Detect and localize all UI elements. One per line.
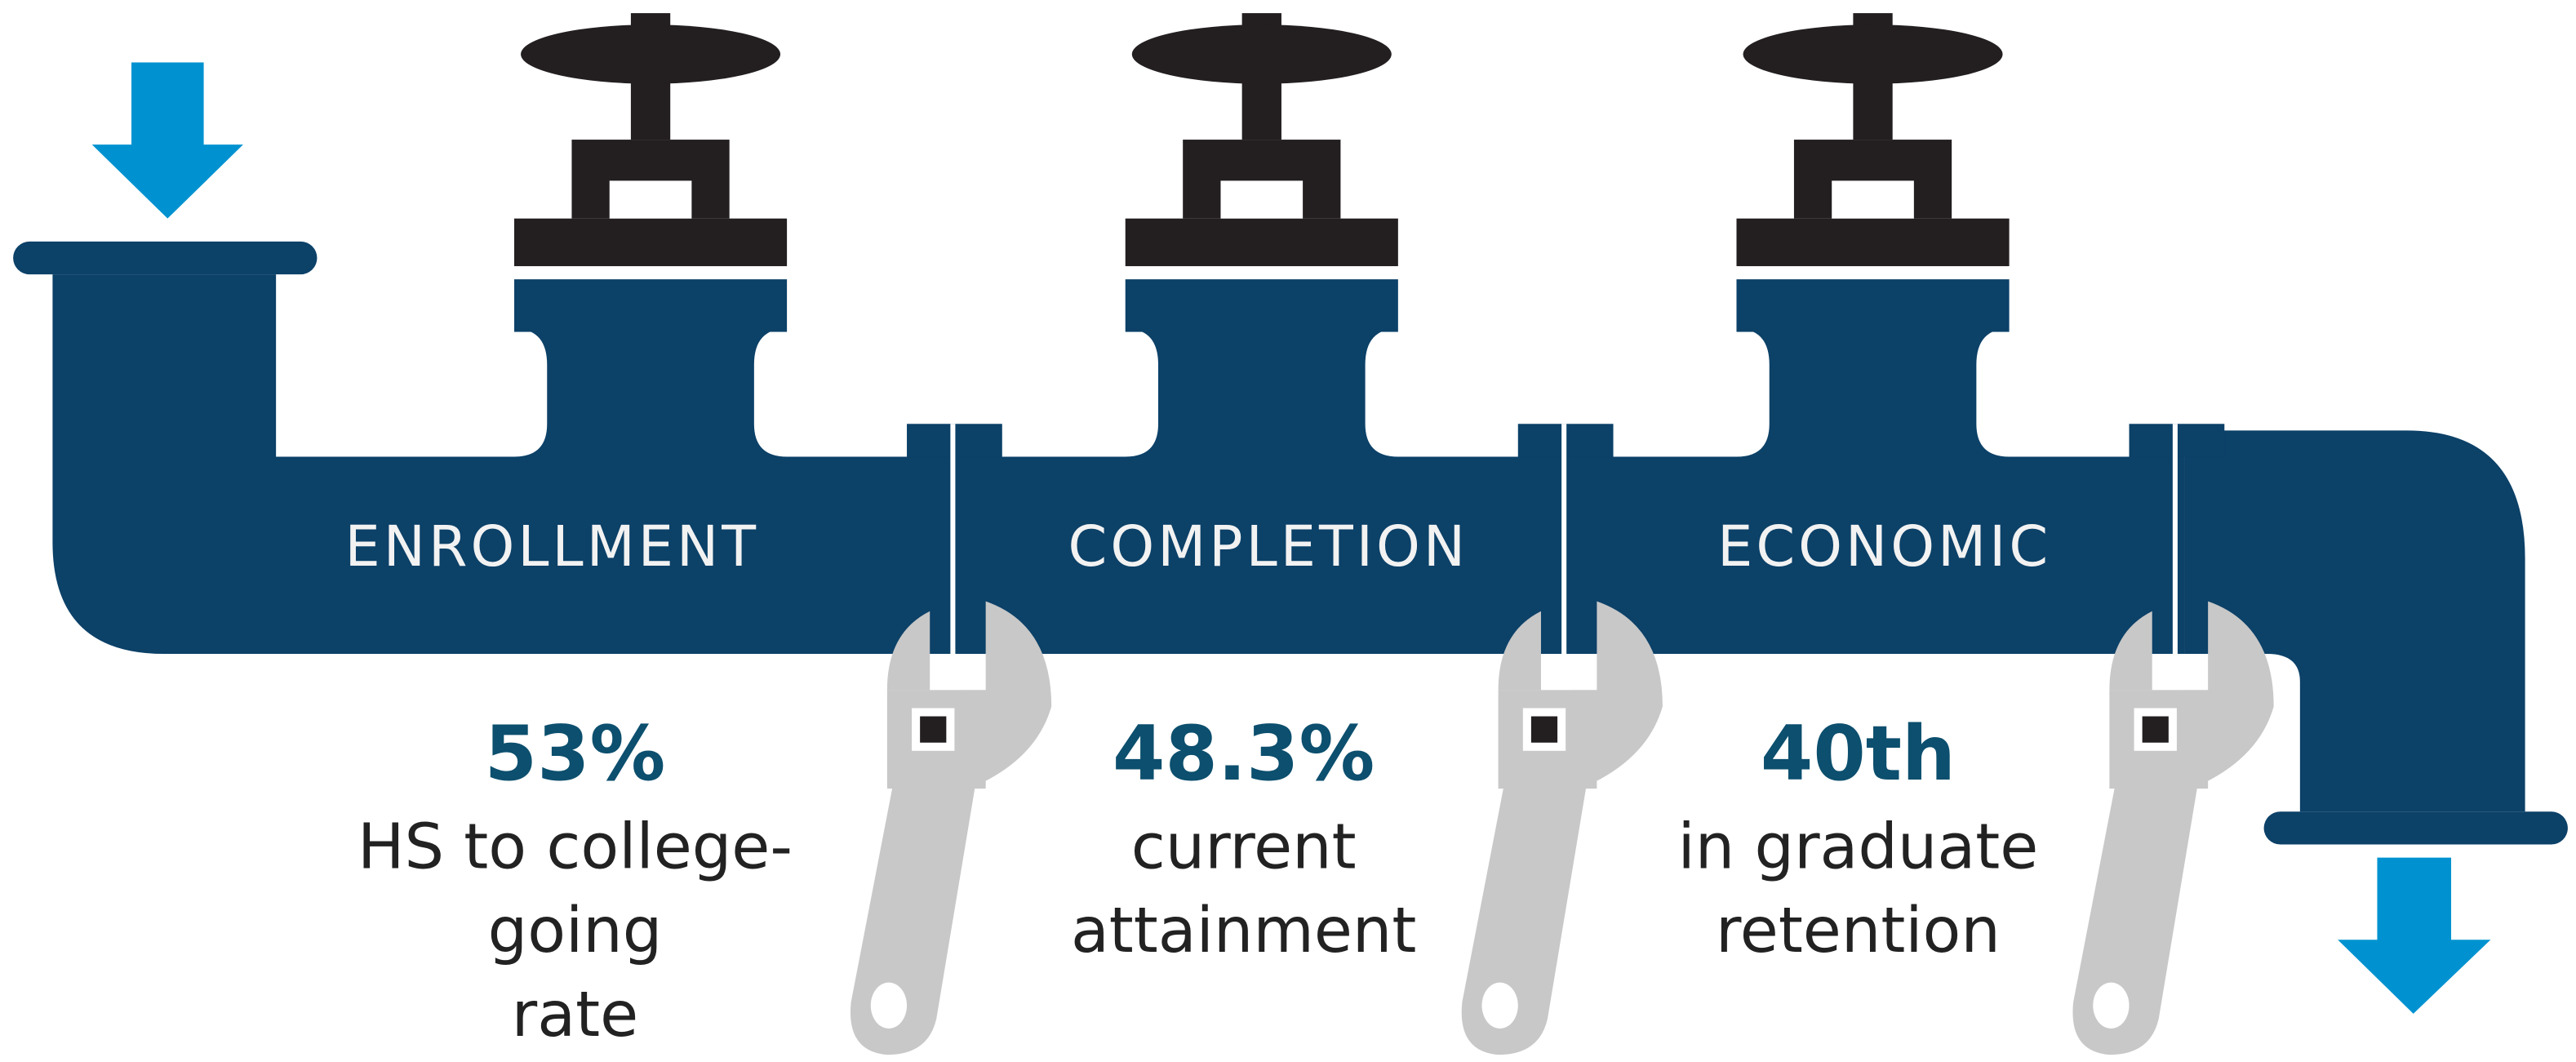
valve-bar: [1126, 219, 1398, 266]
section-description: current: [1131, 811, 1357, 884]
section-description: retention: [1716, 895, 2001, 967]
pipeline-diagram: ENROLLMENT 53% HS to college-going rate COMP…: [0, 0, 2576, 1062]
wrench-handle: [2072, 772, 2200, 1055]
valve-window: [1832, 180, 1914, 218]
valve-neck: [1126, 329, 1398, 457]
page: {"sections":[ {"label":"ENROLLMENT","sta…: [0, 0, 2576, 1062]
wrench-hole: [2093, 983, 2129, 1029]
section-label: ENROLLMENT: [345, 514, 760, 580]
valve-handle: [1743, 24, 2003, 83]
valve-base: [1736, 279, 2009, 331]
valve-handle: [1132, 24, 1392, 83]
section-description: in graduate: [1678, 811, 2039, 884]
section-label: ECONOMIC: [1717, 514, 2051, 580]
wrench-handle: [851, 772, 978, 1055]
valve-base: [514, 279, 787, 331]
inflow-arrow: [92, 62, 243, 218]
valve-bar: [514, 219, 787, 266]
section-description: attainment: [1071, 895, 1416, 967]
section-description: rate: [512, 979, 638, 1051]
valve-window: [610, 180, 692, 218]
section-stat: 53%: [485, 709, 666, 798]
valve-window: [1220, 180, 1303, 218]
valve-neck: [514, 329, 787, 457]
valve-bar: [1736, 219, 2009, 266]
section-stat: 48.3%: [1113, 709, 1375, 798]
valve-base: [1126, 279, 1398, 331]
section-description: going: [488, 895, 663, 967]
section-description: HS to college-: [358, 811, 793, 884]
section-stat: 40th: [1761, 709, 1956, 798]
section-label: COMPLETION: [1068, 514, 1469, 580]
outflow-arrow: [2338, 858, 2490, 1014]
wrench-screw-core: [1531, 717, 1557, 743]
wrench-screw-core: [920, 717, 946, 743]
valve-neck: [1736, 329, 2009, 457]
valve-handle: [521, 24, 780, 83]
wrench-screw-core: [2143, 717, 2169, 743]
wrench-hole: [871, 983, 907, 1029]
wrench-hole: [1482, 983, 1518, 1029]
wrench-handle: [1462, 772, 1589, 1055]
